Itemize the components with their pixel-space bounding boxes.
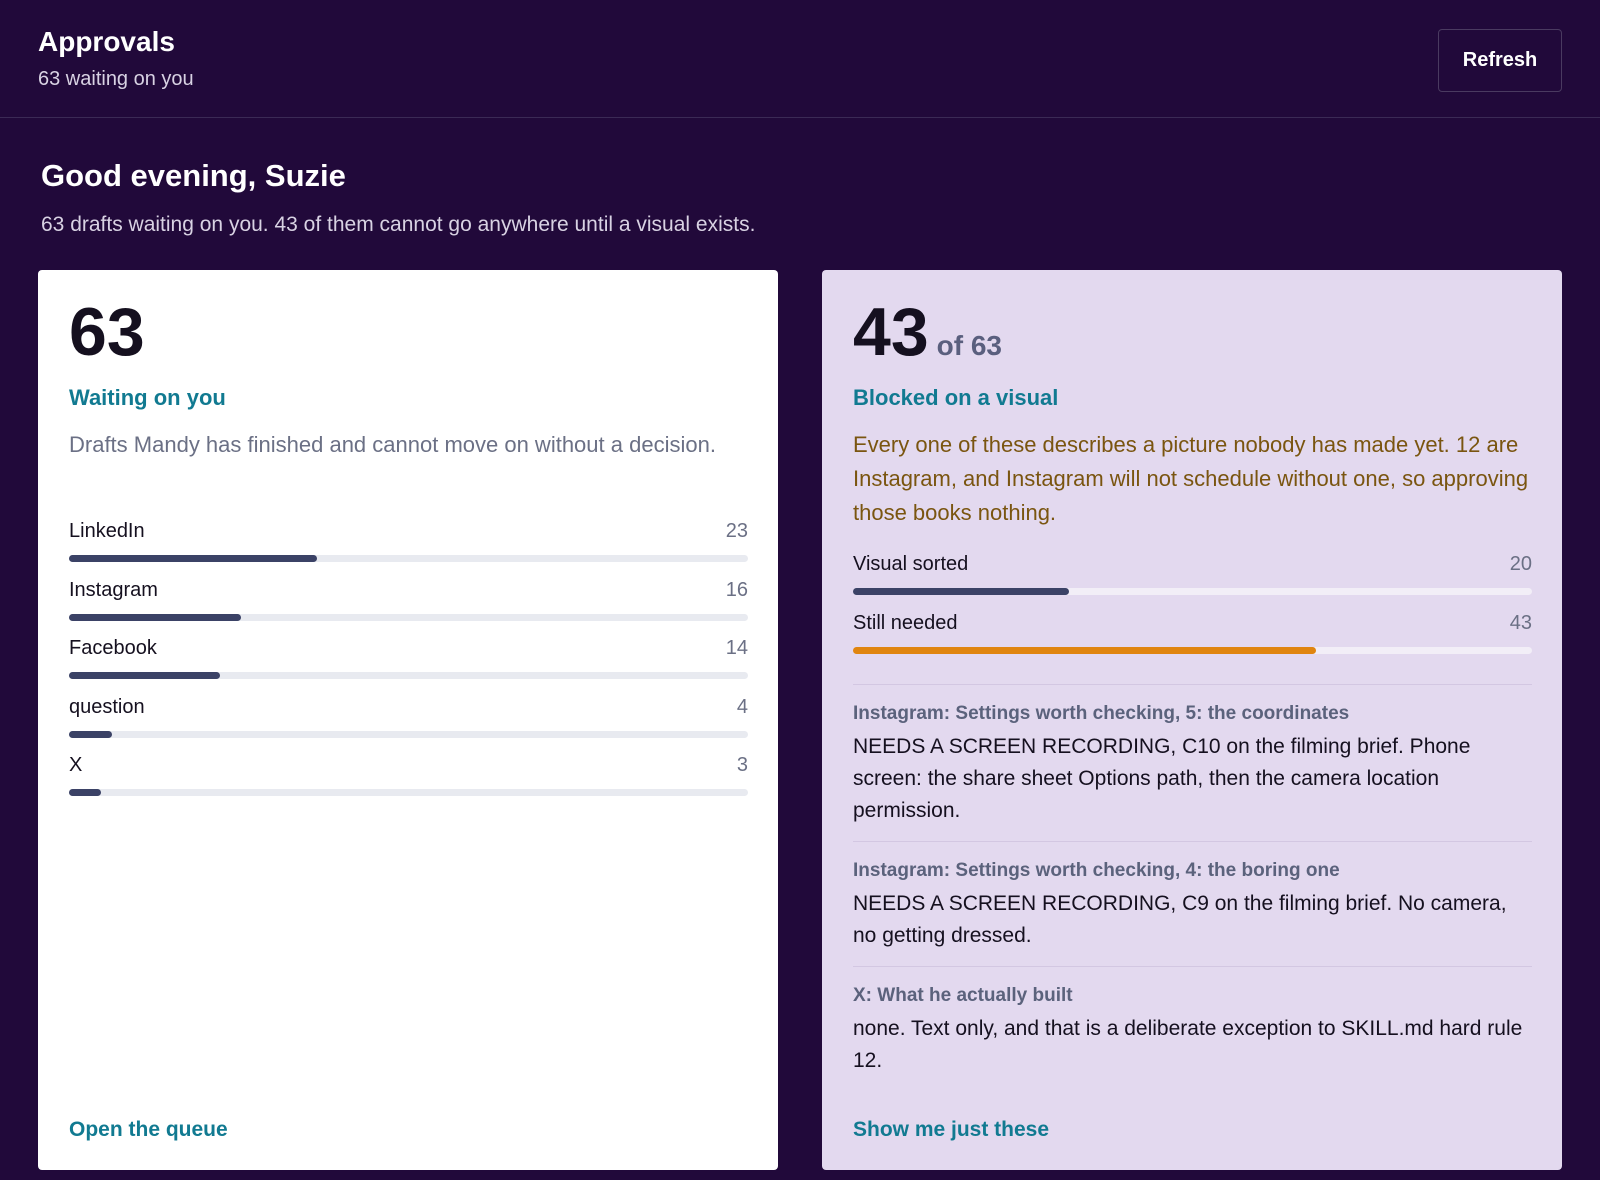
waiting-count-value: 63 [69,294,145,370]
bar-value: 3 [736,754,748,776]
bar-fill [69,555,317,562]
blocked-list: Instagram: Settings worth checking, 5: t… [853,684,1532,1091]
blocked-item: Instagram: Settings worth checking, 4: t… [853,841,1532,966]
bar-row: question 4 [69,696,748,755]
bar-label: Facebook [69,637,157,659]
refresh-button[interactable]: Refresh [1438,29,1562,92]
blocked-label: Blocked on a visual [853,385,1059,410]
blocked-count: 43 of 63 [853,298,1002,366]
waiting-description: Drafts Mandy has finished and cannot mov… [69,432,716,457]
open-queue-link[interactable]: Open the queue [69,1118,228,1141]
bar-row: Facebook 14 [69,637,748,696]
bar-row: LinkedIn 23 [69,520,748,579]
blocked-card: 43 of 63 Blocked on a visual Every one of… [822,270,1562,1170]
blocked-count-suffix: of 63 [936,330,1002,361]
bar-label: Instagram [69,578,158,601]
blocked-count-value: 43 [853,294,929,370]
greeting-subtitle: 63 drafts waiting on you. 43 of them can… [41,213,756,236]
blocked-item-text: NEEDS A SCREEN RECORDING, C9 on the film… [853,892,1507,947]
bar-track [69,555,748,562]
bar-track [69,789,748,796]
bar-track [69,672,748,679]
blocked-item: Instagram: Settings worth checking, 5: t… [853,684,1532,841]
bar-fill [69,672,220,679]
blocked-item-title: Instagram: Settings worth checking, 5: t… [853,703,1350,724]
bar-label: LinkedIn [69,520,145,542]
bar-label: question [69,695,145,718]
bar-row: Still needed 43 [853,612,1532,671]
bar-track [853,588,1532,595]
bar-track [853,646,1532,654]
bar-value: 4 [736,695,748,718]
waiting-card: 63 Waiting on you Drafts Mandy has finis… [38,270,778,1170]
bar-label: Visual sorted [853,553,969,575]
show-just-these-link[interactable]: Show me just these [853,1118,1050,1141]
bar-value: 23 [725,520,748,542]
bar-row: Visual sorted 20 [853,553,1532,612]
bar-label: X [69,754,83,776]
greeting-title: Good evening, Suzie [41,158,346,193]
bar-row: Instagram 16 [69,579,748,638]
bar-fill [853,588,1069,595]
bar-fill [69,730,113,738]
blocked-item-text: none. Text only, and that is a deliberat… [853,1017,1523,1072]
bar-label: Still needed [853,611,958,634]
bar-value: 14 [725,637,748,659]
waiting-label: Waiting on you [69,385,226,410]
blocked-item-title: Instagram: Settings worth checking, 4: t… [853,860,1340,881]
bar-fill [853,646,1317,654]
blocked-item-text: NEEDS A SCREEN RECORDING, C10 on the fil… [853,735,1471,822]
bar-fill [69,789,102,796]
app-subtitle: 63 waiting on you [38,68,194,90]
bar-track [69,613,748,621]
header: Approvals 63 waiting on you Refresh [0,0,1600,118]
platform-breakdown: LinkedIn 23 Instagram 16 Facebook 14 question 4… [69,520,748,813]
blocked-item-title: X: What he actually built [853,985,1073,1006]
blocked-description: Every one of these describes a picture n… [853,432,1529,525]
visual-status-breakdown: Visual sorted 20 Still needed 43 [853,553,1532,670]
app-title: Approvals [38,26,175,57]
bar-fill [69,613,242,621]
bar-track [69,730,748,738]
bar-value: 20 [1509,553,1532,575]
waiting-count: 63 [69,298,145,366]
bar-value: 16 [725,578,748,601]
bar-value: 43 [1509,611,1532,634]
blocked-item: X: What he actually built none. Text only… [853,966,1532,1091]
